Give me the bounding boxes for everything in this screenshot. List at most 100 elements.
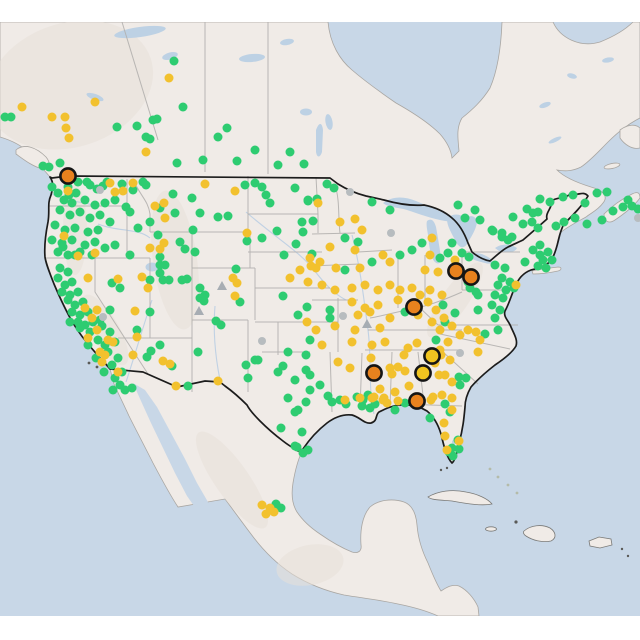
- station-dot-yellow[interactable]: [59, 231, 69, 241]
- station-dot-green[interactable]: [497, 273, 507, 283]
- station-dot-green[interactable]: [417, 238, 427, 248]
- station-dot-green[interactable]: [473, 305, 483, 315]
- station-dot-yellow[interactable]: [511, 280, 521, 290]
- station-dot-green[interactable]: [132, 121, 142, 131]
- station-dot-yellow[interactable]: [17, 102, 27, 112]
- station-dot-green[interactable]: [193, 347, 203, 357]
- station-dot-yellow[interactable]: [423, 297, 433, 307]
- station-dot-yellow[interactable]: [353, 310, 363, 320]
- station-dot-green[interactable]: [222, 123, 232, 133]
- station-dot-yellow[interactable]: [160, 213, 170, 223]
- station-dot-green[interactable]: [533, 223, 543, 233]
- station-dot-green[interactable]: [447, 238, 457, 248]
- station-dot-yellow[interactable]: [313, 198, 323, 208]
- station-dot-yellow[interactable]: [155, 244, 165, 254]
- station-dot-green[interactable]: [70, 300, 80, 310]
- station-dot-yellow[interactable]: [340, 395, 350, 405]
- station-dot-yellow[interactable]: [427, 233, 437, 243]
- station-dot-yellow[interactable]: [399, 350, 409, 360]
- station-dot-yellow[interactable]: [412, 338, 422, 348]
- station-dot-green[interactable]: [592, 188, 602, 198]
- station-dot-green[interactable]: [493, 325, 503, 335]
- station-dot-yellow[interactable]: [373, 300, 383, 310]
- station-dot-green[interactable]: [188, 225, 198, 235]
- station-dot-green[interactable]: [299, 159, 309, 169]
- station-dot-yellow[interactable]: [433, 267, 443, 277]
- station-dot-green[interactable]: [279, 250, 289, 260]
- station-dot-green[interactable]: [44, 162, 54, 172]
- station-dot-yellow[interactable]: [242, 228, 252, 238]
- station-dot-yellow[interactable]: [232, 278, 242, 288]
- station-dot-green[interactable]: [213, 132, 223, 142]
- station-dot-green[interactable]: [602, 187, 612, 197]
- station-dot-green[interactable]: [457, 248, 467, 258]
- station-dot-yellow[interactable]: [393, 362, 403, 372]
- station-dot-yellow[interactable]: [440, 431, 450, 441]
- station-dot-yellow[interactable]: [382, 398, 392, 408]
- station-dot-green[interactable]: [535, 240, 545, 250]
- station-dot-yellow[interactable]: [350, 325, 360, 335]
- highlight-marker-yellow[interactable]: [423, 347, 441, 365]
- station-dot-green[interactable]: [65, 317, 75, 327]
- station-dot-green[interactable]: [107, 360, 117, 370]
- station-dot-green[interactable]: [60, 280, 70, 290]
- station-dot-yellow[interactable]: [347, 337, 357, 347]
- station-dot-green[interactable]: [138, 177, 148, 187]
- station-dot-green[interactable]: [99, 367, 109, 377]
- station-dot-green[interactable]: [425, 413, 435, 423]
- station-dot-green[interactable]: [127, 383, 137, 393]
- station-dot-green[interactable]: [67, 277, 77, 287]
- station-dot-yellow[interactable]: [257, 500, 267, 510]
- station-dot-green[interactable]: [80, 195, 90, 205]
- station-dot-green[interactable]: [301, 350, 311, 360]
- station-dot-yellow[interactable]: [128, 178, 138, 188]
- station-dot-green[interactable]: [475, 215, 485, 225]
- station-dot-yellow[interactable]: [403, 343, 413, 353]
- station-dot-yellow[interactable]: [428, 392, 438, 402]
- station-dot-yellow[interactable]: [80, 303, 90, 313]
- station-dot-green[interactable]: [498, 293, 508, 303]
- station-dot-green[interactable]: [633, 204, 640, 214]
- station-dot-yellow[interactable]: [330, 285, 340, 295]
- station-dot-green[interactable]: [73, 287, 83, 297]
- station-dot-green[interactable]: [65, 210, 75, 220]
- station-dot-green[interactable]: [278, 291, 288, 301]
- station-dot-yellow[interactable]: [83, 333, 93, 343]
- station-dot-green[interactable]: [146, 346, 156, 356]
- station-dot-yellow[interactable]: [425, 250, 435, 260]
- station-dot-yellow[interactable]: [447, 377, 457, 387]
- station-dot-green[interactable]: [63, 267, 73, 277]
- station-dot-green[interactable]: [325, 305, 335, 315]
- station-dot-green[interactable]: [75, 323, 85, 333]
- station-dot-green[interactable]: [292, 442, 302, 452]
- station-dot-yellow[interactable]: [64, 133, 74, 143]
- station-dot-green[interactable]: [160, 260, 170, 270]
- station-dot-yellow[interactable]: [443, 337, 453, 347]
- station-dot-green[interactable]: [325, 313, 335, 323]
- station-dot-green[interactable]: [63, 250, 73, 260]
- station-dot-green[interactable]: [240, 180, 250, 190]
- station-dot-yellow[interactable]: [475, 335, 485, 345]
- station-dot-green[interactable]: [340, 233, 350, 243]
- station-dot-green[interactable]: [169, 56, 179, 66]
- station-dot-yellow[interactable]: [373, 285, 383, 295]
- highlight-marker-orange[interactable]: [59, 167, 77, 185]
- station-dot-green[interactable]: [50, 220, 60, 230]
- station-dot-green[interactable]: [57, 287, 67, 297]
- station-dot-yellow[interactable]: [385, 280, 395, 290]
- station-dot-yellow[interactable]: [437, 290, 447, 300]
- station-dot-yellow[interactable]: [171, 381, 181, 391]
- station-dot-yellow[interactable]: [427, 317, 437, 327]
- station-dot-green[interactable]: [490, 260, 500, 270]
- station-dot-yellow[interactable]: [110, 187, 120, 197]
- station-dot-green[interactable]: [128, 185, 138, 195]
- highlight-marker-yellow[interactable]: [414, 364, 432, 382]
- station-dot-yellow[interactable]: [395, 285, 405, 295]
- station-dot-yellow[interactable]: [305, 253, 315, 263]
- station-dot-green[interactable]: [385, 205, 395, 215]
- station-dot-green[interactable]: [435, 253, 445, 263]
- station-dot-green[interactable]: [327, 397, 337, 407]
- station-dot-yellow[interactable]: [350, 245, 360, 255]
- station-dot-green[interactable]: [558, 192, 568, 202]
- station-dot-green[interactable]: [105, 217, 115, 227]
